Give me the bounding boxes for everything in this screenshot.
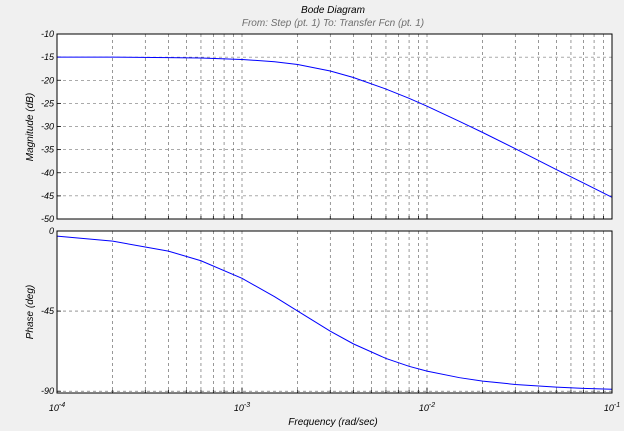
phase-y-tick-label: 0 — [49, 226, 54, 236]
chart-title: Bode Diagram — [301, 5, 365, 16]
magnitude-panel: -10 -15 -20 -25 -30 -35 -40 -45 -50 — [41, 29, 613, 224]
magnitude-y-tick-label: -25 — [41, 98, 55, 108]
phase-ylabel: Phase (deg) — [25, 285, 36, 339]
magnitude-curve — [57, 56, 613, 198]
phase-y-tick-label: -90 — [41, 386, 54, 396]
magnitude-y-tick-label: -15 — [41, 52, 55, 62]
phase-panel: 0 -45 -90 — [41, 226, 613, 396]
magnitude-axes-frame — [56, 33, 613, 220]
x-tick-label: 10-2 — [419, 402, 435, 413]
magnitude-ylabel: Magnitude (dB) — [25, 93, 36, 161]
magnitude-y-tick-label: -35 — [41, 145, 55, 155]
x-tick-label: 10-4 — [49, 402, 65, 413]
phase-plot-area — [57, 231, 612, 393]
phase-axes-frame — [56, 230, 613, 394]
magnitude-y-tick-label: -40 — [41, 168, 54, 178]
magnitude-y-tick-label: -10 — [41, 29, 54, 39]
x-tick-label: 10-1 — [604, 402, 620, 413]
magnitude-y-tick-label: -50 — [41, 214, 54, 224]
magnitude-y-tick-label: -20 — [41, 75, 54, 85]
x-tick-label: 10-3 — [234, 402, 250, 413]
phase-y-tick-label: -45 — [41, 306, 55, 316]
x-tick-labels: 10-4 10-3 10-2 10-1 — [49, 402, 620, 413]
magnitude-y-tick-label: -45 — [41, 191, 55, 201]
phase-curve — [56, 235, 613, 390]
chart-subtitle: From: Step (pt. 1) To: Transfer Fcn (pt.… — [242, 18, 424, 29]
x-axis-label: Frequency (rad/sec) — [288, 417, 377, 428]
magnitude-y-tick-label: -30 — [41, 122, 54, 132]
